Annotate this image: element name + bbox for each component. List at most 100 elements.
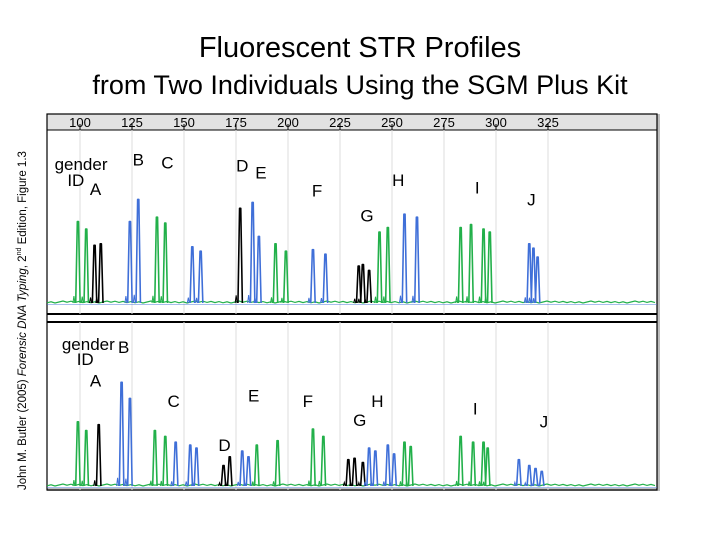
stutter-peak [467,481,471,487]
stutter-peak [319,298,323,304]
peak [413,216,420,304]
peak [480,228,487,304]
stutter-peak [363,481,367,487]
peak [468,223,475,304]
stutter-peak [116,477,120,487]
peak [272,243,279,304]
locus-label: ID [77,350,94,369]
stutter-peak [253,296,257,304]
stutter-peak [195,297,199,304]
stutter-peak [374,296,378,304]
peak [162,435,169,487]
locus-label: I [473,399,478,418]
locus-label: D [236,156,248,175]
stutter-peak [349,480,353,487]
locus-label: J [540,413,549,432]
stutter-peak [159,296,163,304]
peak [515,458,522,487]
baseline-trace [46,300,656,304]
peak [153,216,160,304]
peak [322,253,329,304]
peak [249,201,256,304]
peak [83,429,90,487]
peak [355,265,362,304]
stutter-peak [280,297,284,304]
tick-label: 150 [173,115,195,130]
stutter-peak [357,480,361,487]
peak [309,248,316,304]
peak [359,461,366,487]
stutter-peak [270,297,274,304]
stutter-peak [382,481,386,487]
peak [320,435,327,487]
tick-label: 275 [433,115,455,130]
locus-label: F [303,392,313,411]
stutter-peak [411,295,415,304]
stutter-peak [405,481,409,487]
stutter-peak [124,296,128,304]
peak [74,421,81,487]
locus-label: D [218,436,230,455]
chart-subtitle: from Two Individuals Using the SGM Plus … [92,70,628,100]
peak [376,231,383,304]
stutter-peak [382,296,386,304]
stutter-peak [398,295,402,304]
stutter-peak [149,480,153,487]
stutter-peak [80,480,84,487]
tick-label: 250 [381,115,403,130]
peak [245,456,252,487]
peak [172,441,179,487]
peak [239,450,246,487]
stutter-peak [236,481,240,487]
peak [407,445,414,487]
size-axis: 100 125 150 175 200 225 250 275 300 325 [69,115,559,490]
peak [135,198,142,304]
peak [530,247,537,304]
peak [83,228,90,304]
stutter-peak [95,297,99,304]
locus-label: E [248,386,259,405]
plot-frame [46,113,660,491]
peak [526,243,533,304]
peak [351,457,358,487]
stutter-peak [342,480,346,487]
stutter-peak [398,481,402,487]
peak [366,447,373,487]
tick-label: 125 [121,115,143,130]
stutter-peak [218,481,221,487]
peak [226,456,233,487]
locus-label: A [90,372,102,391]
tick-label: 325 [537,115,559,130]
stutter-peak [224,480,228,487]
peak [391,453,398,487]
stutter-peak [132,294,136,304]
stutter-peak [80,296,84,304]
peak [237,207,244,304]
stutter-peak [369,481,373,487]
stutter-peak [272,481,276,487]
locus-label: C [161,153,173,172]
stutter-peak [465,296,469,304]
peak [359,263,366,304]
stutter-peak [357,298,361,304]
peak [193,447,200,487]
peak [126,397,133,487]
stutter-peak [234,295,238,304]
stutter-peak [72,480,76,487]
peak [484,447,491,487]
stutter-peak [89,297,93,304]
stutter-peak [484,296,488,304]
stutter-peak [530,481,533,487]
peak [309,428,316,487]
stutter-peak [478,481,482,487]
locus-label: gender [55,155,108,174]
stutter-peak [307,297,311,304]
peak [118,381,125,487]
stutter-peak [527,297,531,304]
right-shadow [657,114,660,490]
tick-label: 300 [485,115,507,130]
locus-label: G [360,207,373,226]
stutter-peak [170,481,174,487]
stutter-peak [247,294,251,304]
